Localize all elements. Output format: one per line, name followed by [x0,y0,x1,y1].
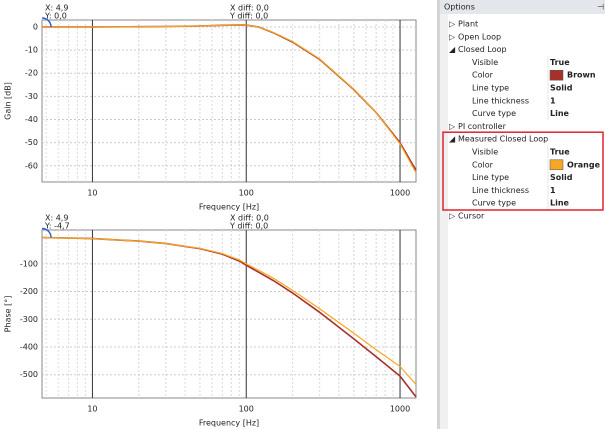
property-value[interactable]: 1 [550,96,556,105]
expander[interactable]: ◢ [449,45,456,54]
tree-gutter [440,14,448,429]
series-line [41,236,417,385]
pin-icon[interactable]: ⊣ [597,3,604,12]
property-name: Curve type [472,109,516,118]
y-axis-label: Phase [°] [4,296,13,333]
cursor-x-diff: X diff: 0,0 [230,214,269,223]
highlight-box [442,131,604,211]
y-tick-label: -10 [25,46,38,55]
property-value[interactable]: True [550,58,570,67]
tree-item[interactable]: Open Loop [458,32,501,41]
property-value[interactable]: True [550,148,570,157]
property-value[interactable]: Solid [550,84,573,93]
y-tick-label: -30 [25,92,38,101]
property-value[interactable]: Orange [567,160,601,169]
y-tick-label: -200 [20,287,38,296]
y-tick-label: -40 [25,115,38,124]
plot-area [41,229,417,399]
property-name: Line thickness [472,186,529,195]
options-title: Options [444,3,475,12]
y-tick-label: -100 [20,259,38,268]
x-tick-label: 1000 [390,189,410,198]
x-tick-label: 1000 [390,405,410,414]
color-swatch [549,69,564,81]
tree-item[interactable]: Plant [458,20,478,29]
cursor-marker [41,227,52,238]
cursor-y: Y: 0,0 [44,12,67,21]
y-tick-label: -20 [25,69,38,78]
property-name: Visible [472,58,498,67]
property-name: Color [472,71,494,80]
plot-area [41,19,417,183]
y-tick-label: 0 [33,22,38,31]
tree-item[interactable]: PI controller [458,122,507,131]
x-tick-label: 100 [239,189,254,198]
cursor-x-diff: X diff: 0,0 [230,4,269,13]
expander[interactable]: ▷ [449,212,456,221]
cursor-y: Y: -4,7 [44,222,70,231]
cursor-y-diff: Y diff: 0,0 [229,12,268,21]
cursor-x: X: 4,9 [45,4,68,13]
property-value[interactable]: Brown [567,71,596,80]
splitter[interactable] [437,0,440,429]
cursor-marker [41,17,52,28]
property-name: Color [472,160,494,169]
color-swatch [549,159,564,171]
y-tick-label: -60 [25,161,38,170]
tree-item[interactable]: Cursor [458,212,485,221]
x-axis-label: Frequency [Hz] [199,419,259,428]
property-name: Curve type [472,199,516,208]
y-tick-label: -300 [20,315,38,324]
expander[interactable]: ◢ [449,135,456,144]
property-name: Line thickness [472,96,529,105]
y-tick-label: -500 [20,370,38,379]
y-axis-label: Gain [dB] [4,82,13,120]
cursor-y-diff: Y diff: 0,0 [229,222,268,231]
x-tick-label: 10 [87,405,97,414]
x-tick-label: 100 [239,405,254,414]
tree-item[interactable]: Measured Closed Loop [458,135,548,144]
x-tick-label: 10 [87,189,97,198]
options-pane [440,0,605,429]
property-name: Line type [472,84,509,93]
y-tick-label: -50 [25,138,38,147]
cursor-x: X: 4,9 [45,214,68,223]
y-tick-label: -400 [20,342,38,351]
x-axis-label: Frequency [Hz] [199,203,259,212]
property-value[interactable]: Line [550,199,570,208]
expander[interactable]: ▷ [449,32,456,41]
expander[interactable]: ▷ [449,20,456,29]
tree-item[interactable]: Closed Loop [458,45,507,54]
options-header [440,0,605,14]
property-value[interactable]: Solid [550,173,573,182]
property-value[interactable]: 1 [550,186,556,195]
property-name: Line type [472,173,509,182]
series-line [42,24,417,173]
expander[interactable]: ▷ [449,122,456,131]
property-name: Visible [472,148,498,157]
property-value[interactable]: Line [550,109,570,118]
